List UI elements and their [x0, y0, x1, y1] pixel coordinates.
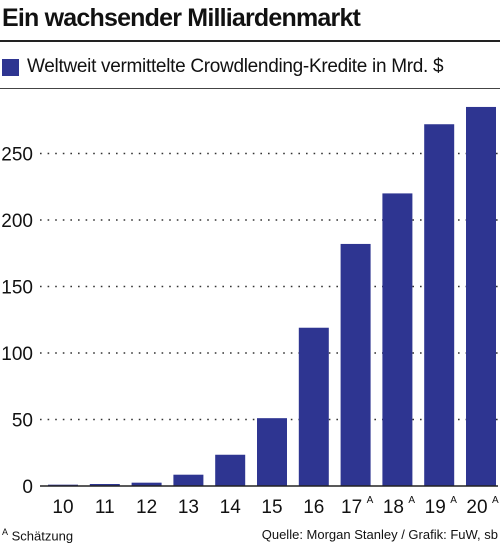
chart-title: Ein wachsender Milliardenmarkt: [2, 4, 361, 32]
bar: [340, 243, 371, 486]
title-rule: [0, 40, 500, 42]
x-tick-label: 11: [95, 497, 115, 518]
footnote-text: Schätzung: [11, 528, 74, 544]
y-tick-labels: 0 50 100 150 200 250: [1, 145, 33, 499]
x-tick-label: 19: [425, 497, 446, 518]
bar: [173, 474, 204, 486]
legend: Weltweit vermittelte Crowdlending-Kredit…: [2, 56, 444, 78]
y-tick-label: 50: [12, 411, 33, 432]
x-tick-marker: A: [492, 495, 499, 506]
x-tick-labels: 10 11 12 13 14 15 16 17 A 18 A 19 A 20 A: [52, 495, 499, 518]
bar: [382, 193, 413, 486]
x-tick-label: 18: [383, 497, 404, 518]
bar: [131, 482, 162, 486]
x-tick-label: 10: [52, 497, 73, 518]
y-tick-label: 200: [1, 211, 33, 232]
y-tick-label: 250: [1, 145, 33, 166]
y-tick-label: 0: [22, 477, 33, 498]
source-credit: Quelle: Morgan Stanley / Grafik: FuW, sb: [261, 527, 498, 542]
bar: [215, 454, 246, 486]
bar: [89, 484, 120, 486]
y-tick-label: 100: [1, 344, 33, 365]
x-tick-marker: A: [408, 495, 415, 506]
x-tick-marker: A: [450, 495, 457, 506]
legend-swatch: [2, 58, 19, 76]
legend-rule: [0, 88, 500, 89]
footnote-marker: A: [2, 527, 9, 537]
x-tick-label: 15: [261, 497, 282, 518]
x-tick-label: 14: [220, 497, 242, 518]
footnote: A Schätzung: [2, 527, 73, 543]
grid-lines: [40, 152, 498, 421]
y-tick-label: 150: [1, 278, 33, 299]
x-tick-label: 16: [303, 497, 324, 518]
bars: [48, 106, 496, 487]
x-tick-label: 20: [466, 497, 487, 518]
x-tick-label: 13: [178, 497, 199, 518]
x-tick-label: 12: [136, 497, 157, 518]
x-tick-marker: A: [367, 495, 374, 506]
bar: [424, 124, 455, 487]
legend-label: Weltweit vermittelte Crowdlending-Kredit…: [27, 56, 444, 77]
bar: [257, 418, 287, 486]
x-tick-label: 17: [341, 497, 362, 518]
bar: [298, 327, 329, 486]
bar: [466, 106, 496, 486]
